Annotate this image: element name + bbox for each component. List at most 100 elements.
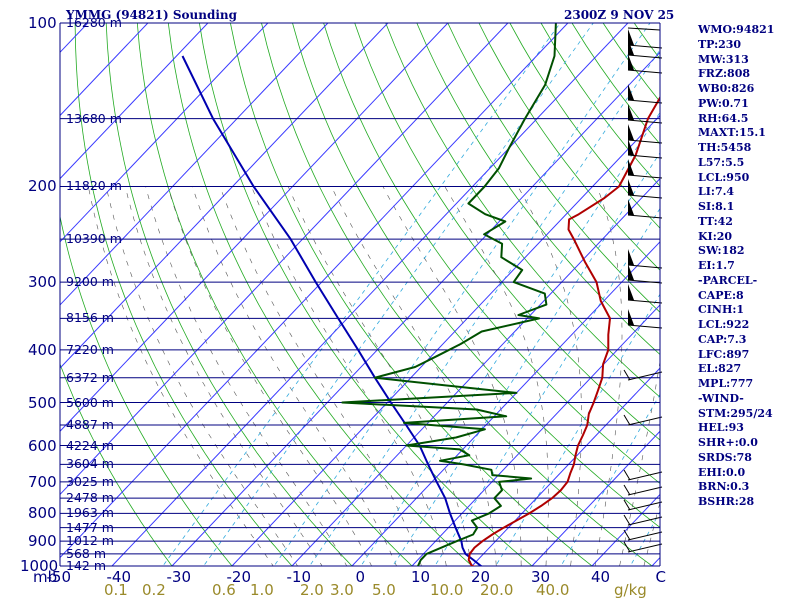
height-label: 5600 m <box>66 394 114 410</box>
temperature-trace <box>467 95 660 566</box>
mixing-ratio-label: 0.2 <box>142 581 166 599</box>
mixing-ratio-label: 0.6 <box>212 581 236 599</box>
stat-line: SHR+:0.0 <box>698 436 758 449</box>
stat-line: -WIND- <box>698 391 744 405</box>
wind-barb-pennant <box>628 39 634 55</box>
dry-adiabat-line <box>60 214 233 566</box>
stat-line: LI:7.4 <box>698 185 735 199</box>
wind-barb-staff <box>627 27 661 31</box>
dewpoint-trace <box>341 23 557 566</box>
wind-barb-pennant <box>628 29 634 45</box>
moist-adiabat-line <box>105 186 298 566</box>
pressure-tick-label: 1000 <box>20 557 59 575</box>
isotherm-line <box>60 23 149 117</box>
mixing-ratio-label: 3.0 <box>330 581 354 599</box>
moist-adiabat-line <box>287 186 472 566</box>
stat-line: -PARCEL- <box>698 273 758 287</box>
wind-barb-staff <box>627 371 663 381</box>
wind-barb-flag <box>623 541 631 553</box>
wind-barb-flag <box>623 514 631 526</box>
moist-adiabat-line <box>124 186 323 566</box>
dry-adiabat-line <box>540 23 660 187</box>
wind-barb-staff <box>627 416 663 426</box>
stat-line: EHI:0.0 <box>698 465 746 479</box>
wind-barb-staff <box>627 214 663 219</box>
dry-adiabat-line <box>354 23 660 441</box>
wind-barb-pennant <box>628 199 634 215</box>
sounding-time: 2300Z 9 NOV 25 <box>564 8 675 22</box>
height-label: 1963 m <box>66 505 114 521</box>
dry-adiabat-line <box>789 23 800 578</box>
stat-line: MAXT:15.1 <box>698 126 766 140</box>
wind-barb-flag <box>623 469 631 481</box>
stat-line: L57:5.5 <box>698 155 745 169</box>
wind-barb-staff <box>627 279 663 284</box>
temperature-tick-label: -20 <box>226 568 252 586</box>
isotherm-line <box>60 23 449 432</box>
wind-barb-flag <box>623 499 631 511</box>
moist-adiabat-line <box>382 186 522 566</box>
moist-adiabat-line <box>167 186 372 566</box>
mixing-ratio-label: 40.0 <box>536 581 570 599</box>
wind-barb-staff <box>627 174 663 179</box>
stat-line: BRN:0.3 <box>698 480 750 494</box>
pressure-tick-label: 100 <box>28 14 57 32</box>
dry-adiabat-line <box>416 23 660 356</box>
wind-barb-staff <box>627 471 663 481</box>
wind-barb-staff <box>627 99 663 104</box>
height-label: 1012 m <box>66 533 114 549</box>
wind-barb-staff <box>627 299 663 304</box>
pressure-tick-label: 200 <box>28 177 57 196</box>
mixing-unit-label: g/kg <box>614 581 647 599</box>
parcel-trace <box>181 55 484 566</box>
height-label: 1477 m <box>66 519 114 535</box>
wind-barb-pennant <box>628 54 634 70</box>
wind-barb-pennant <box>628 284 634 300</box>
pressure-tick-label: 300 <box>28 273 57 292</box>
stat-line: LCL:922 <box>698 318 750 331</box>
stat-line: STM:295/24 <box>698 406 773 420</box>
isotherm-line <box>60 23 329 306</box>
temperature-tick-label: 0 <box>355 568 366 586</box>
mixing-ratio-label: 5.0 <box>372 581 396 599</box>
isotherm-line <box>0 23 28 566</box>
wind-barb-staff <box>627 543 663 553</box>
moist-adiabat-line <box>619 359 660 566</box>
temperature-tick-label: 20 <box>471 568 491 586</box>
wind-barb-pennant <box>628 179 634 195</box>
mixing-ratio-line <box>162 23 561 566</box>
stat-line: BSHR:28 <box>698 495 755 508</box>
dry-adiabat-line <box>74 23 293 566</box>
mixing-ratio-line <box>560 393 660 566</box>
isotherm-line <box>60 23 209 180</box>
height-label: 3025 m <box>66 473 114 489</box>
height-label: 13680 m <box>66 110 122 126</box>
height-label: 11820 m <box>66 178 122 194</box>
stat-line: EI:1.7 <box>698 259 735 272</box>
moist-adiabat-line <box>192 186 397 566</box>
height-label: 568 m <box>66 545 107 561</box>
stat-line: FRZ:808 <box>698 67 751 81</box>
isotherm-line <box>60 23 269 243</box>
wind-barb-pennant <box>628 309 634 325</box>
pressure-tick-label: 900 <box>28 532 57 551</box>
wind-barb-pennant <box>628 159 634 175</box>
mixing-ratio-line <box>309 49 660 566</box>
temperature-line <box>467 95 660 566</box>
pressure-tick-label: 400 <box>28 340 57 359</box>
pressure-tick-label: 600 <box>28 436 57 455</box>
stat-line: CAP:7.3 <box>698 332 747 346</box>
isotherm-line <box>772 23 800 566</box>
temperature-tick-label: -50 <box>46 568 72 586</box>
moist-adiabat-line <box>517 186 582 566</box>
moist-adiabat-line <box>331 186 497 566</box>
stat-line: SW:182 <box>698 244 745 258</box>
stat-line: SRDS:78 <box>698 450 752 464</box>
dry-adiabat-line <box>60 362 173 566</box>
wind-barb-pennant <box>628 264 634 280</box>
stat-line: WMO:94821 <box>698 23 775 36</box>
stat-line: CINH:1 <box>698 303 745 317</box>
wind-barb-staff <box>627 69 663 74</box>
wind-barb-staff <box>627 44 663 49</box>
